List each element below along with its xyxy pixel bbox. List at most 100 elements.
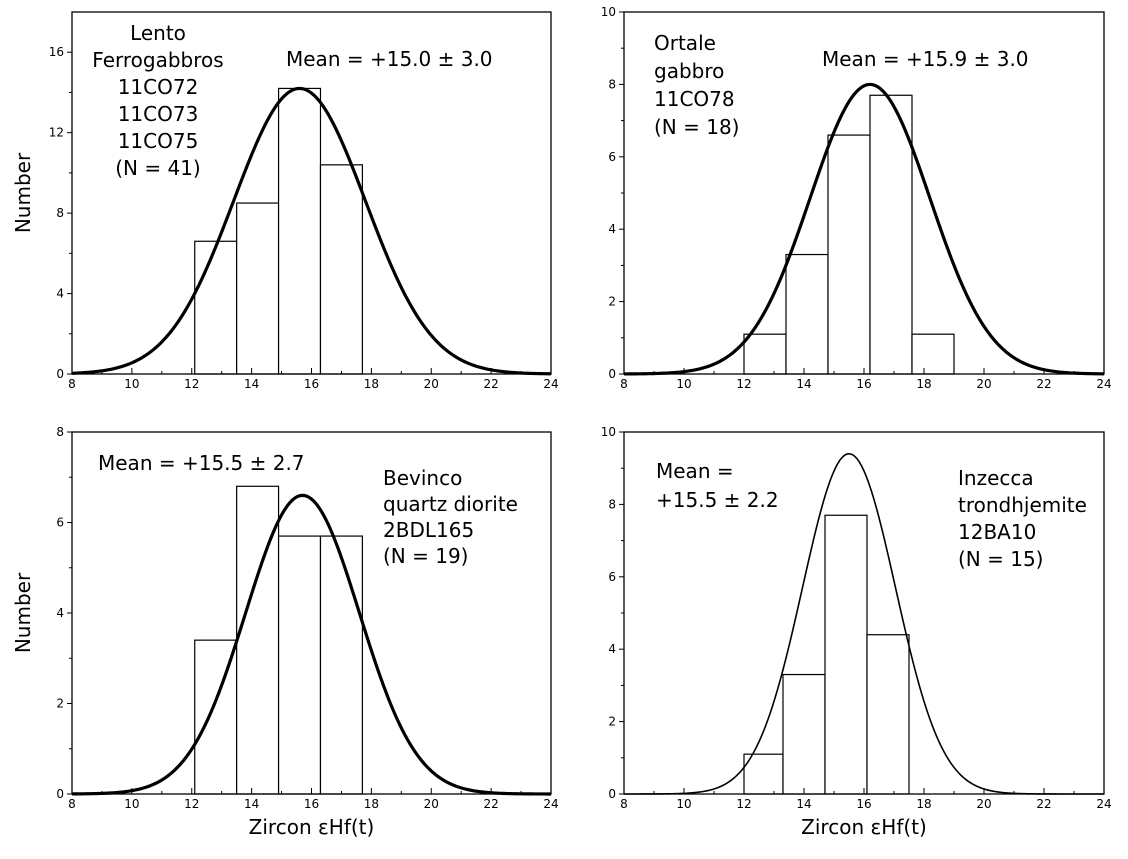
histogram-bar-3 [277, 87, 322, 375]
x-tick-label: 18 [364, 377, 379, 391]
sample-annotation-line: Inzecca [958, 466, 1034, 490]
x-tick-label: 22 [483, 377, 498, 391]
x-tick-label: 22 [1036, 797, 1051, 811]
x-tick-label: 14 [796, 377, 811, 391]
histogram-bar-2 [785, 253, 829, 375]
y-tick-label: 12 [49, 126, 64, 140]
x-tick-label: 12 [184, 797, 199, 811]
sample-annotation-line: 11CO72 [118, 75, 199, 99]
sample-annotation-line: (N = 19) [383, 544, 469, 568]
x-tick-label: 20 [976, 797, 991, 811]
x-axis-title: Zircon εHf(t) [801, 815, 927, 839]
x-tick-label: 14 [244, 377, 259, 391]
sample-annotation-line: Ferrogabbros [92, 48, 223, 72]
sample-annotation-line: (N = 18) [654, 115, 740, 139]
mean-label: Mean = +15.5 ± 2.7 [98, 451, 305, 475]
mean-label-line: Mean = [656, 459, 734, 483]
x-tick-label: 10 [124, 797, 139, 811]
sample-annotation-line: trondhjemite [958, 493, 1087, 517]
y-tick-label: 8 [56, 425, 64, 439]
sample-annotation-line: 11CO78 [654, 87, 735, 111]
y-tick-label: 0 [608, 787, 616, 801]
y-tick-label: 4 [56, 606, 64, 620]
y-tick-label: 0 [56, 787, 64, 801]
x-tick-label: 18 [364, 797, 379, 811]
sample-annotation-line: 12BA10 [958, 520, 1036, 544]
x-tick-label: 20 [424, 377, 439, 391]
y-axis-title: Number [11, 572, 35, 653]
sample-annotation-line: 11CO75 [118, 129, 199, 153]
histogram-bar-5 [911, 333, 955, 375]
mean-label-line: +15.5 ± 2.2 [656, 488, 779, 512]
histogram-bar-1 [743, 753, 784, 795]
histogram-bar-1 [194, 240, 238, 375]
x-tick-label: 20 [976, 377, 991, 391]
y-tick-label: 4 [56, 287, 64, 301]
histogram-bar-3 [824, 514, 868, 795]
x-tick-label: 22 [483, 797, 498, 811]
y-tick-label: 8 [56, 206, 64, 220]
x-tick-label: 12 [184, 377, 199, 391]
y-tick-label: 6 [608, 570, 616, 584]
x-tick-label: 24 [543, 797, 558, 811]
gaussian-fit-curve [71, 86, 552, 376]
x-tick-label: 16 [304, 377, 319, 391]
histogram-bar-4 [319, 164, 363, 375]
histogram-bar-3 [277, 535, 322, 795]
x-tick-label: 14 [244, 797, 259, 811]
sample-annotation-line: (N = 41) [115, 156, 201, 180]
sample-annotation-line: Ortale [654, 31, 716, 55]
x-tick-label: 10 [124, 377, 139, 391]
y-tick-label: 2 [608, 295, 616, 309]
y-tick-label: 6 [608, 150, 616, 164]
y-tick-label: 8 [608, 497, 616, 511]
y-tick-label: 4 [608, 222, 616, 236]
x-tick-label: 10 [676, 377, 691, 391]
sample-annotation-line: Lento [130, 21, 186, 45]
y-tick-label: 0 [608, 367, 616, 381]
panel-top-left: 8 10 12 14 16 18 20 22 24 0 4 8 12 16 Mean = +15.0 ± 3… [11, 11, 559, 391]
x-tick-label: 18 [916, 797, 931, 811]
x-tick-label: 24 [543, 377, 558, 391]
x-tick-label: 8 [68, 797, 76, 811]
x-tick-label: 12 [736, 377, 751, 391]
x-tick-label: 14 [796, 797, 811, 811]
y-tick-label: 16 [49, 45, 64, 59]
x-tick-label: 20 [424, 797, 439, 811]
x-tick-label: 8 [68, 377, 76, 391]
x-tick-label: 16 [856, 797, 871, 811]
sample-annotation-line: gabbro [654, 59, 724, 83]
y-tick-label: 2 [56, 697, 64, 711]
x-tick-label: 10 [676, 797, 691, 811]
gaussian-fit-curve [71, 493, 552, 796]
histogram-bar-3 [827, 134, 871, 375]
x-axis-title: Zircon εHf(t) [249, 815, 375, 839]
sample-annotation-line: (N = 15) [958, 547, 1044, 571]
histogram-bar-1 [743, 333, 787, 375]
x-tick-label: 16 [856, 377, 871, 391]
y-tick-label: 0 [56, 367, 64, 381]
x-tick-label: 24 [1096, 377, 1111, 391]
x-tick-label: 16 [304, 797, 319, 811]
mean-label: Mean = +15.9 ± 3.0 [822, 47, 1029, 71]
sample-annotation-line: 11CO73 [118, 102, 199, 126]
y-axis-title: Number [11, 152, 35, 233]
y-tick-label: 10 [601, 5, 616, 19]
sample-annotation-line: Bevinco [383, 466, 462, 490]
x-tick-label: 24 [1096, 797, 1111, 811]
histogram-bar-2 [236, 202, 280, 375]
y-tick-label: 6 [56, 516, 64, 530]
sample-annotation-line: 2BDL165 [383, 518, 474, 542]
sample-annotation-line: quartz diorite [383, 492, 518, 516]
histogram-bar-4 [319, 535, 363, 795]
y-tick-label: 4 [608, 642, 616, 656]
y-tick-label: 10 [601, 425, 616, 439]
y-tick-label: 2 [608, 715, 616, 729]
mean-label: Mean = +15.0 ± 3.0 [286, 47, 493, 71]
x-tick-label: 8 [620, 377, 628, 391]
gaussian-fit-curve [623, 82, 1105, 376]
x-tick-label: 22 [1036, 377, 1051, 391]
